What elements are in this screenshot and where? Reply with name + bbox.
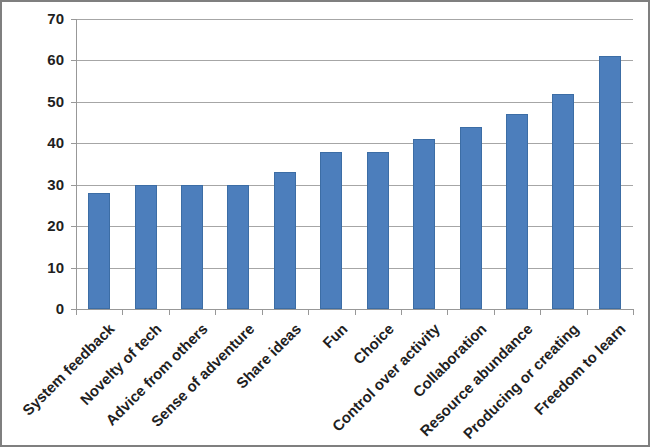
y-tick-label: 10 — [2, 259, 64, 277]
gridline — [76, 226, 633, 227]
x-axis-tick — [494, 310, 495, 315]
y-tick-label: 30 — [2, 176, 64, 194]
x-axis-tick — [587, 310, 588, 315]
plot-area: 010203040506070 System feedbackNovelty o… — [2, 2, 650, 447]
x-axis-tick — [215, 310, 216, 315]
x-axis-tick — [633, 310, 634, 315]
x-axis-tick — [401, 310, 402, 315]
bar — [88, 193, 110, 309]
y-tick-label: 0 — [2, 300, 64, 318]
bar — [274, 172, 296, 309]
bar — [599, 56, 621, 309]
gridline — [76, 60, 633, 61]
x-axis-tick — [540, 310, 541, 315]
x-axis-tick — [122, 310, 123, 315]
gridline — [76, 102, 633, 103]
x-axis-tick — [308, 310, 309, 315]
x-axis-tick — [355, 310, 356, 315]
x-axis-tick — [447, 310, 448, 315]
bar — [552, 94, 574, 309]
y-tick-label: 50 — [2, 93, 64, 111]
bar — [181, 185, 203, 309]
y-tick-label: 40 — [2, 134, 64, 152]
bar — [367, 152, 389, 309]
y-tick-label: 60 — [2, 51, 64, 69]
x-axis-tick — [169, 310, 170, 315]
bar — [460, 127, 482, 309]
bar — [320, 152, 342, 309]
gridline — [76, 185, 633, 186]
y-axis — [76, 19, 77, 310]
bar — [413, 139, 435, 309]
gridline — [76, 268, 633, 269]
bar — [135, 185, 157, 309]
y-tick-label: 70 — [2, 10, 64, 28]
y-tick-label: 20 — [2, 217, 64, 235]
gridline — [76, 143, 633, 144]
bar — [506, 114, 528, 309]
x-axis-tick — [262, 310, 263, 315]
x-axis-tick — [76, 310, 77, 315]
gridline — [76, 19, 633, 20]
bar-chart: 010203040506070 System feedbackNovelty o… — [0, 0, 650, 447]
bar — [227, 185, 249, 309]
